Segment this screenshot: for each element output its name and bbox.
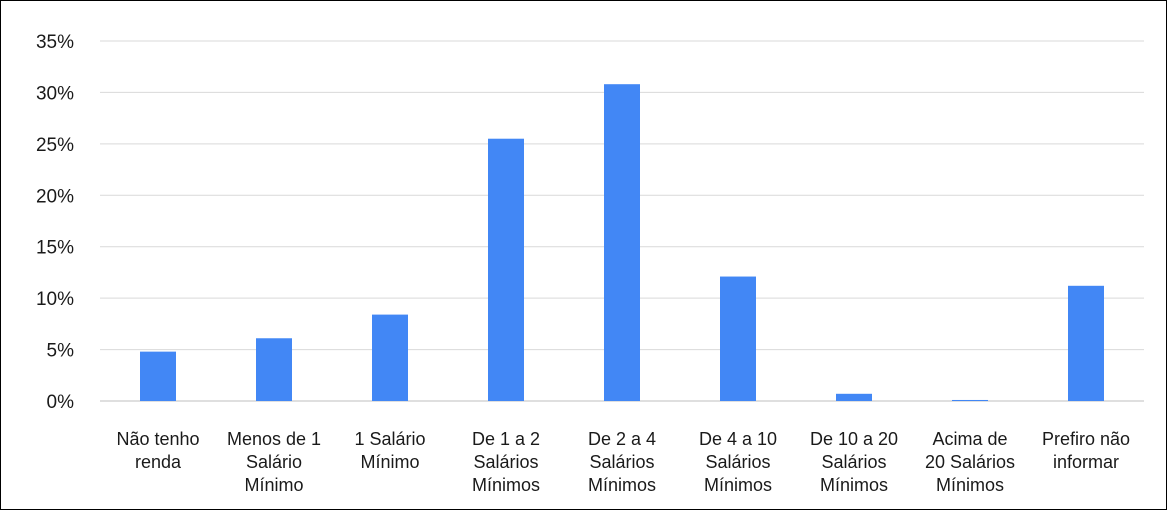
x-category-label-line: Salários xyxy=(705,452,770,472)
x-category-label-line: Acima de xyxy=(932,429,1007,449)
x-category-label-line: Mínimo xyxy=(244,475,303,495)
x-category-label-line: De 10 a 20 xyxy=(810,429,898,449)
bar xyxy=(256,338,292,401)
x-category-label-line: Prefiro não xyxy=(1042,429,1130,449)
x-category-label: 1 Salário Mínimo xyxy=(354,429,425,472)
x-category-label-line: Salários xyxy=(821,452,886,472)
x-category-label: De 2 a 4 Salários Mínimos xyxy=(588,429,656,495)
x-category-label: De 1 a 2 Salários Mínimos xyxy=(472,429,540,495)
bar xyxy=(836,393,872,401)
y-tick-label: 20% xyxy=(36,186,74,207)
y-tick-label: 25% xyxy=(36,135,74,156)
y-tick-label: 5% xyxy=(47,341,75,362)
x-category-label-line: De 1 a 2 xyxy=(472,429,540,449)
bar xyxy=(1068,285,1104,401)
y-tick-label: 15% xyxy=(36,238,74,259)
x-category-label-line: De 4 a 10 xyxy=(699,429,777,449)
x-category-label-line: Não tenho xyxy=(116,429,199,449)
bar xyxy=(372,314,408,401)
bars xyxy=(140,84,1104,401)
x-category-label-line: Mínimos xyxy=(472,475,540,495)
x-category-label: De 10 a 20 Salários Mínimos xyxy=(810,429,898,495)
x-category-label-line: Salários xyxy=(473,452,538,472)
x-category-label-line: Mínimos xyxy=(704,475,772,495)
x-category-label: De 4 a 10 Salários Mínimos xyxy=(699,429,777,495)
x-category-label-line: Mínimos xyxy=(588,475,656,495)
x-category-label-line: Salário xyxy=(246,452,302,472)
x-category-label: Prefiro não informar xyxy=(1042,429,1130,472)
x-category-label-line: Menos de 1 xyxy=(227,429,321,449)
x-category-label-line: De 2 a 4 xyxy=(588,429,656,449)
y-tick-label: 35% xyxy=(36,32,74,53)
x-category-label-line: Salários xyxy=(589,452,654,472)
x-category-label-line: 1 Salário xyxy=(354,429,425,449)
bar xyxy=(720,276,756,401)
bar xyxy=(604,84,640,401)
bar xyxy=(140,351,176,401)
x-category-label-line: informar xyxy=(1053,452,1119,472)
x-category-label: Acima de 20 Salários Mínimos xyxy=(925,429,1015,495)
bar xyxy=(488,138,524,401)
x-category-label: Não tenho renda xyxy=(116,429,199,472)
x-category-label-line: Mínimos xyxy=(936,475,1004,495)
y-tick-label: 30% xyxy=(36,83,74,104)
x-category-label-line: Mínimos xyxy=(820,475,888,495)
x-category-label-line: renda xyxy=(135,452,182,472)
y-tick-label: 10% xyxy=(36,289,74,310)
x-category-label-line: 20 Salários xyxy=(925,452,1015,472)
y-axis-ticks: 0% 5% 10% 15% 20% 25% 30% 35% xyxy=(36,32,74,413)
x-category-label-line: Mínimo xyxy=(360,452,419,472)
bar xyxy=(952,399,988,401)
y-tick-label: 0% xyxy=(47,392,75,413)
x-category-label: Menos de 1 Salário Mínimo xyxy=(227,429,321,495)
